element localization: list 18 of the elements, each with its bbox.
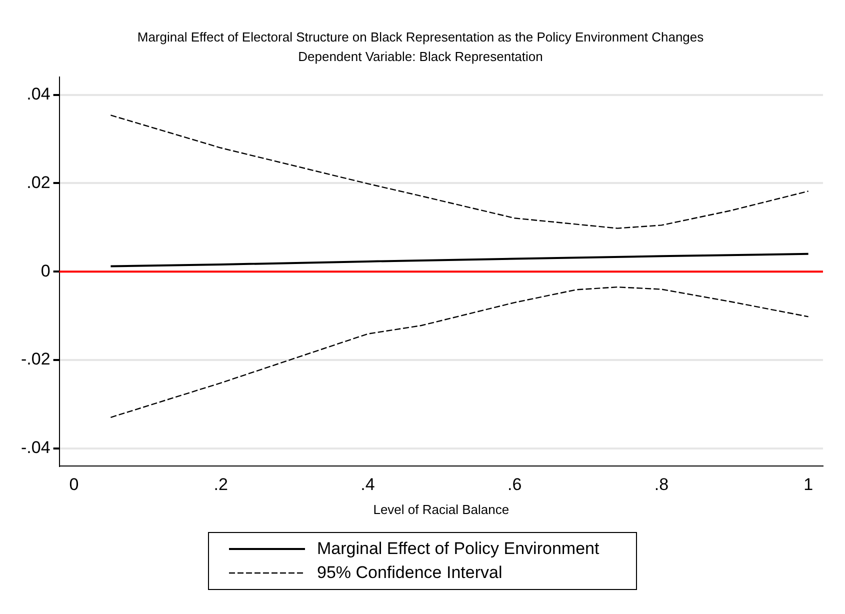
y-tick-label: -.04 [20,438,50,458]
line-series [110,286,809,418]
x-tick-label: 1 [804,474,814,494]
legend-label: 95% Confidence Interval [317,563,502,583]
x-axis-title: Level of Racial Balance [373,502,510,517]
y-tick-label: 0 [40,261,50,280]
line-series [110,114,809,229]
x-tick-label: .8 [654,474,669,494]
x-tick-label: .4 [360,474,375,494]
chart-subtitle: Dependent Variable: Black Representation [298,48,543,64]
y-tick-label: .04 [26,84,50,104]
y-tick-label: -.02 [20,350,50,369]
y-tick-label: .02 [26,172,50,192]
legend-label: Marginal Effect of Policy Environment [317,539,600,559]
chart-title: Marginal Effect of Electoral Structure on Black Representation as the Policy Environment Changes [137,29,704,44]
x-tick-label: .2 [214,474,228,494]
x-tick-label: .6 [507,474,522,494]
x-tick-label: 0 [69,474,79,494]
